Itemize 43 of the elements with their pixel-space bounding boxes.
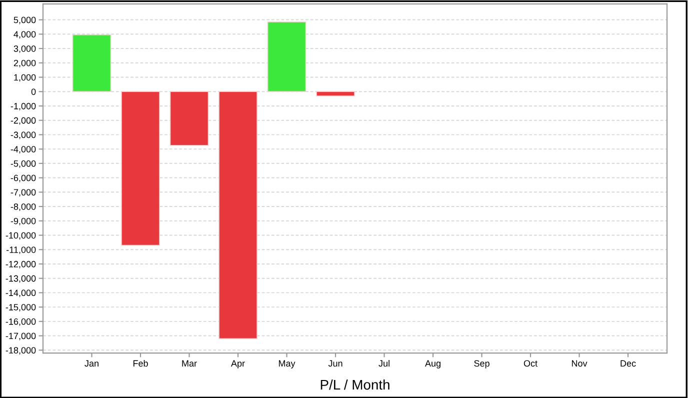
- y-tick-label: 3,000: [14, 45, 36, 53]
- x-axis-title: P/L / Month: [320, 379, 390, 390]
- bar: [316, 91, 355, 96]
- y-tick-label: -4,000: [10, 146, 36, 154]
- x-tick-label: Jul: [378, 360, 390, 367]
- y-tick-label: -15,000: [6, 304, 36, 312]
- y-tick-label: 2,000: [14, 60, 36, 68]
- y-tick-label: 5,000: [14, 16, 36, 24]
- bar: [72, 34, 112, 92]
- x-tick-label: May: [278, 360, 296, 368]
- y-tick-label: -5,000: [10, 160, 36, 168]
- y-tick-label: -18,000: [6, 347, 36, 355]
- x-tick-label: Jan: [84, 360, 98, 367]
- x-tick-label: Aug: [424, 360, 440, 368]
- x-tick-label: Oct: [524, 360, 538, 367]
- x-tick-label: Mar: [182, 360, 197, 367]
- bar: [121, 91, 160, 246]
- y-tick-label: -13,000: [6, 275, 36, 283]
- y-tick-label: -17,000: [6, 332, 36, 340]
- y-tick-label: -6,000: [10, 174, 36, 182]
- y-tick-label: -3,000: [10, 132, 36, 140]
- y-tick-label: 0: [31, 88, 36, 95]
- x-tick-label: Sep: [474, 360, 490, 368]
- y-tick-label: -9,000: [10, 218, 36, 226]
- y-tick-label: -2,000: [10, 117, 36, 125]
- bar: [170, 91, 209, 146]
- y-tick-label: -10,000: [6, 232, 36, 240]
- x-tick-label: Apr: [231, 360, 245, 368]
- y-tick-label: -12,000: [6, 260, 36, 268]
- x-tick-label: Jun: [328, 360, 342, 367]
- y-tick-label: -8,000: [10, 203, 36, 211]
- x-tick-label: Dec: [620, 360, 636, 367]
- y-tick-label: -16,000: [6, 318, 36, 326]
- y-tick-label: 1,000: [14, 74, 36, 82]
- y-tick-label: -1,000: [10, 102, 36, 110]
- y-tick-label: 4,000: [14, 31, 36, 39]
- y-tick-label: -11,000: [6, 246, 36, 254]
- bar: [218, 91, 258, 340]
- y-tick-label: -14,000: [6, 290, 36, 298]
- y-tick-label: -7,000: [10, 189, 36, 197]
- x-tick-label: Nov: [572, 360, 588, 367]
- x-tick-label: Feb: [133, 360, 148, 367]
- bar: [267, 22, 306, 92]
